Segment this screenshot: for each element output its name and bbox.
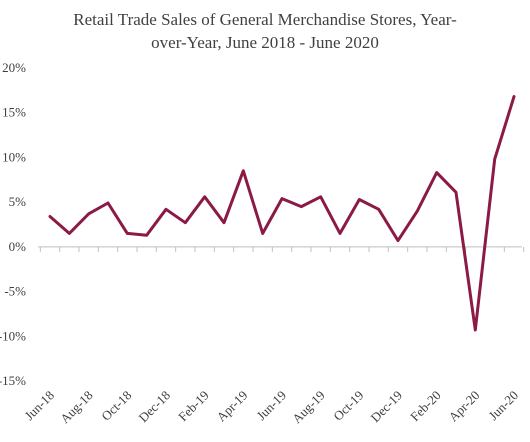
x-tick-label: Apr-19: [213, 388, 250, 425]
y-tick-label: -10%: [0, 328, 26, 343]
x-tick-label: Jun-18: [21, 388, 57, 424]
y-tick-label: 20%: [2, 60, 26, 75]
x-axis-tick-labels: Jun-18 Aug-18 Oct-18 Dec-18 Feb-19 Apr-19 Jun-…: [21, 388, 521, 427]
y-tick-label: -5%: [4, 284, 26, 299]
x-tick-label: Oct-19: [330, 388, 366, 424]
x-tick-label: Aug-18: [57, 388, 96, 427]
series-line: [48, 95, 516, 332]
x-tick-label: Apr-20: [445, 388, 482, 425]
chart-title-line-2: over-Year, June 2018 - June 2020: [151, 33, 379, 52]
x-tick-label: Jun-20: [485, 388, 521, 424]
chart-title: Retail Trade Sales of General Merchandis…: [0, 8, 530, 54]
x-axis-ticks: [39, 246, 525, 252]
y-tick-label: 0%: [9, 239, 27, 254]
x-tick-label: Feb-20: [407, 388, 444, 425]
y-tick-label: 10%: [2, 149, 26, 164]
x-tick-label: Jun-19: [253, 388, 289, 424]
x-tick-label: Oct-18: [98, 388, 134, 424]
chart-title-line-1: Retail Trade Sales of General Merchandis…: [73, 10, 457, 29]
x-tick-label: Feb-19: [175, 388, 212, 425]
y-tick-label: 15%: [2, 105, 26, 120]
x-tick-label: Dec-19: [367, 388, 405, 426]
y-tick-label: 5%: [9, 194, 27, 209]
x-tick-label: Dec-18: [135, 388, 173, 426]
y-axis-tick-labels: 20% 15% 10% 5% 0% -5% -10% -15%: [0, 60, 26, 388]
y-tick-label: -15%: [0, 373, 26, 388]
x-tick-label: Aug-19: [289, 388, 328, 427]
